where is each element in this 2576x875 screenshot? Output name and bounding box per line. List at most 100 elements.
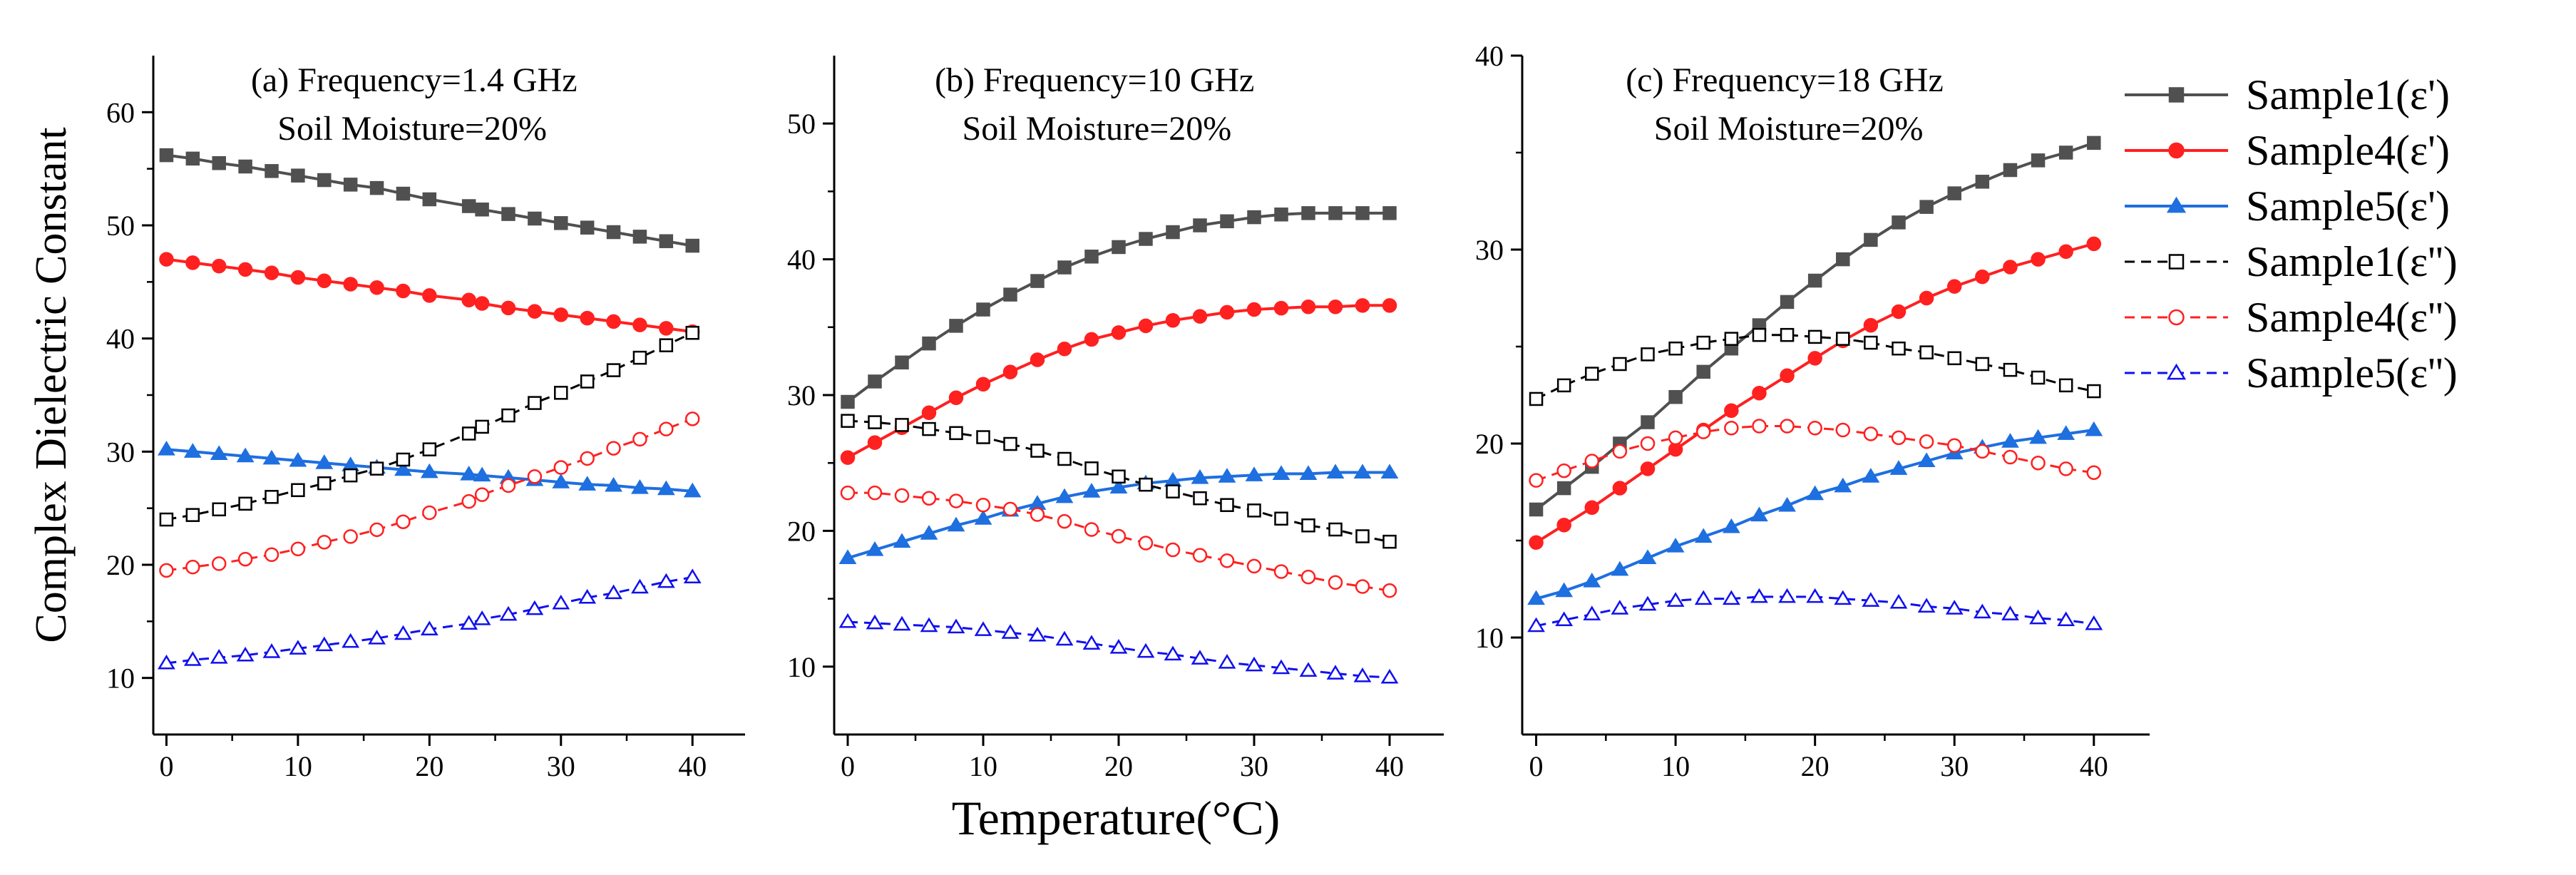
x-tick-label: 0 bbox=[1529, 750, 1544, 782]
data-point bbox=[840, 450, 856, 465]
data-point bbox=[1641, 415, 1655, 429]
data-point bbox=[501, 300, 516, 316]
data-point bbox=[396, 514, 411, 529]
data-point bbox=[1947, 351, 1961, 366]
data-point bbox=[317, 535, 332, 550]
data-point bbox=[422, 505, 437, 521]
data-point bbox=[838, 549, 857, 564]
data-point bbox=[1862, 468, 1880, 483]
series-s5i bbox=[838, 613, 1399, 684]
data-point bbox=[369, 461, 384, 476]
data-point bbox=[422, 442, 437, 456]
series-s4r bbox=[1529, 236, 2102, 550]
data-point bbox=[236, 447, 255, 463]
data-point bbox=[1111, 528, 1127, 544]
data-point bbox=[2003, 260, 2018, 275]
data-point bbox=[1780, 419, 1795, 434]
data-point bbox=[659, 234, 674, 248]
series-s1r bbox=[841, 206, 1397, 409]
data-point bbox=[866, 614, 884, 630]
data-point bbox=[1529, 535, 1544, 550]
data-point bbox=[1638, 595, 1657, 611]
panel-c: 10 20 30 40 0 10 20 30 40 (c) Frequency=18 GHz Soi… bbox=[1475, 40, 2150, 782]
data-point bbox=[1612, 444, 1628, 459]
data-point bbox=[1836, 252, 1850, 267]
data-point bbox=[1380, 668, 1399, 684]
data-point bbox=[895, 418, 909, 432]
data-point bbox=[1219, 553, 1235, 568]
data-point bbox=[1527, 590, 1545, 605]
data-point bbox=[289, 451, 307, 467]
data-point bbox=[262, 449, 281, 465]
data-point bbox=[606, 363, 621, 377]
data-point bbox=[2031, 370, 2046, 385]
data-point bbox=[1975, 357, 1990, 372]
data-point bbox=[396, 452, 411, 467]
data-point bbox=[183, 651, 202, 666]
data-point bbox=[1891, 304, 1907, 319]
series-s1i bbox=[159, 325, 699, 527]
data-point bbox=[1326, 665, 1345, 680]
data-point bbox=[237, 551, 253, 567]
data-point bbox=[1862, 592, 1880, 607]
data-point bbox=[1057, 342, 1072, 357]
data-point bbox=[606, 441, 621, 456]
data-point bbox=[501, 207, 515, 221]
data-point bbox=[238, 159, 252, 174]
data-point bbox=[580, 374, 595, 389]
panel-title-line2: Soil Moisture=20% bbox=[277, 110, 547, 148]
data-point bbox=[1975, 444, 1990, 459]
data-point bbox=[262, 643, 281, 658]
data-point bbox=[2086, 236, 2102, 252]
data-point bbox=[1109, 639, 1128, 654]
data-point bbox=[1380, 464, 1399, 479]
data-point bbox=[2058, 378, 2073, 393]
panel-title-line2: Soil Moisture=20% bbox=[963, 110, 1232, 148]
data-point bbox=[1947, 186, 1961, 200]
data-point bbox=[369, 522, 384, 538]
data-point bbox=[1863, 317, 1879, 333]
data-point bbox=[2031, 252, 2046, 267]
series-s4r bbox=[840, 298, 1397, 465]
data-point bbox=[236, 646, 255, 662]
data-point bbox=[659, 338, 674, 352]
x-tick-label: 40 bbox=[1375, 750, 1404, 782]
data-point bbox=[1668, 341, 1683, 356]
data-point bbox=[1836, 332, 1850, 346]
x-tick-label: 20 bbox=[415, 750, 443, 782]
data-point bbox=[396, 186, 411, 201]
data-point bbox=[1273, 564, 1289, 579]
data-point bbox=[1529, 502, 1544, 517]
data-point bbox=[553, 460, 569, 475]
data-point bbox=[1191, 469, 1209, 484]
legend-label: Sample1(ε'') bbox=[2246, 238, 2458, 285]
data-point bbox=[2001, 605, 2019, 620]
data-point bbox=[2058, 461, 2073, 476]
data-point bbox=[554, 216, 568, 230]
data-point bbox=[1806, 588, 1825, 603]
data-point bbox=[369, 280, 384, 295]
data-point bbox=[1806, 485, 1825, 501]
data-point bbox=[185, 255, 200, 270]
data-point bbox=[528, 211, 542, 226]
data-point bbox=[578, 476, 597, 491]
data-point bbox=[2029, 429, 2047, 444]
data-point bbox=[1864, 232, 1878, 247]
series-s1r bbox=[1529, 135, 2101, 517]
data-point bbox=[1136, 643, 1155, 658]
data-point bbox=[289, 640, 307, 655]
data-point bbox=[2086, 465, 2102, 481]
series-line-s1i bbox=[1535, 334, 2095, 400]
data-point bbox=[461, 199, 476, 213]
data-point bbox=[632, 317, 647, 332]
data-point bbox=[1752, 327, 1767, 342]
data-point bbox=[1640, 436, 1656, 451]
data-point bbox=[1164, 645, 1182, 661]
data-point bbox=[840, 485, 856, 501]
data-point bbox=[1272, 659, 1290, 675]
data-point bbox=[1780, 368, 1795, 384]
data-point bbox=[264, 265, 279, 280]
data-point bbox=[631, 479, 649, 494]
data-point bbox=[1328, 575, 1343, 590]
